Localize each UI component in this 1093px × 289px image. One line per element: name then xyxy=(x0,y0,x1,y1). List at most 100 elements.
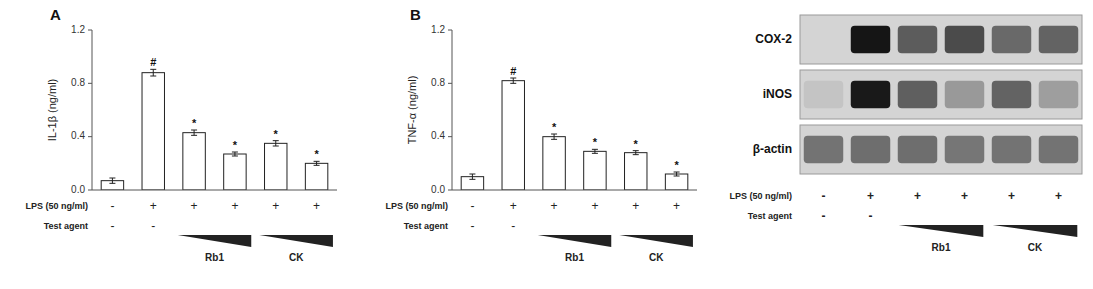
significance-mark: * xyxy=(634,138,639,150)
y-axis-label: IL-1β (ng/ml) xyxy=(46,79,58,142)
error-cap xyxy=(592,149,598,150)
error-bar xyxy=(109,178,115,183)
band xyxy=(992,26,1031,53)
band xyxy=(851,136,890,163)
error-stem xyxy=(275,141,276,146)
lps-sign: + xyxy=(551,199,558,213)
lps-sign: + xyxy=(673,199,680,213)
band xyxy=(1039,136,1078,163)
bar xyxy=(625,153,647,190)
error-cap xyxy=(191,130,197,131)
agent-label: Test agent xyxy=(44,221,88,231)
error-stem xyxy=(676,172,677,176)
lps-sign: + xyxy=(591,199,598,213)
dose-triangle xyxy=(619,235,693,247)
lps-sign: + xyxy=(231,199,238,213)
dose-triangle xyxy=(178,235,252,247)
error-cap xyxy=(109,178,115,179)
row-label: β-actin xyxy=(753,142,792,156)
dose-triangle xyxy=(538,235,612,247)
y-tick xyxy=(88,30,92,31)
significance-mark: # xyxy=(150,56,156,68)
error-cap xyxy=(273,140,279,141)
error-bar xyxy=(469,174,475,179)
bands xyxy=(804,136,1078,163)
x-axis-line xyxy=(452,190,697,191)
lps-sign: + xyxy=(1008,189,1015,203)
dose-triangle xyxy=(259,235,333,247)
marks xyxy=(101,69,328,190)
lps-label: LPS (50 ng/ml) xyxy=(729,191,792,201)
error-bar xyxy=(592,149,598,153)
group-label: Rb1 xyxy=(565,252,584,263)
error-stem xyxy=(513,78,514,83)
band xyxy=(898,136,937,163)
band xyxy=(945,81,984,108)
band xyxy=(992,81,1031,108)
bar xyxy=(665,174,687,190)
error-cap xyxy=(674,176,680,177)
y-tick xyxy=(88,136,92,137)
error-bar xyxy=(232,152,238,156)
lps-sign: - xyxy=(822,189,826,203)
bar xyxy=(543,137,565,190)
blot-panel: COX-2 iNOS β-actin xyxy=(753,15,1082,174)
lps-sign: + xyxy=(914,189,921,203)
lps-sign: - xyxy=(110,199,114,213)
lps-sign: + xyxy=(632,199,639,213)
error-stem xyxy=(316,161,317,165)
group-label: CK xyxy=(1028,242,1043,253)
error-cap xyxy=(150,69,156,70)
error-cap xyxy=(469,174,475,175)
bar xyxy=(265,143,287,190)
agent-sign: - xyxy=(822,209,826,223)
error-cap xyxy=(314,165,320,166)
y-tick-label: 1.2 xyxy=(71,24,85,35)
lps-sign: + xyxy=(867,189,874,203)
blot-strip xyxy=(800,125,1082,174)
error-cap xyxy=(592,153,598,154)
significance-mark: # xyxy=(510,65,516,77)
significance-mark: * xyxy=(233,139,238,151)
row-label: COX-2 xyxy=(755,32,792,46)
y-tick-label: 0.0 xyxy=(431,184,445,195)
band xyxy=(898,81,937,108)
error-stem xyxy=(194,130,195,135)
agent-label: Test agent xyxy=(404,221,448,231)
agent-label: Test agent xyxy=(748,211,792,221)
bar xyxy=(305,163,327,190)
bar xyxy=(142,73,164,190)
lps-sign: - xyxy=(470,199,474,213)
lps-label: LPS (50 ng/ml) xyxy=(385,201,448,211)
band xyxy=(851,26,890,53)
y-tick xyxy=(448,136,452,137)
row-label: iNOS xyxy=(763,87,792,101)
error-stem xyxy=(554,134,555,139)
figure: A0.00.40.81.2IL-1β (ng/ml)#****LPS (50 n… xyxy=(0,0,1093,289)
bands xyxy=(804,26,1078,53)
band xyxy=(992,136,1031,163)
error-cap xyxy=(674,172,680,173)
band xyxy=(1039,81,1078,108)
y-tick-label: 1.2 xyxy=(431,24,445,35)
error-cap xyxy=(191,135,197,136)
error-bar xyxy=(551,134,557,139)
significance-mark: * xyxy=(552,121,557,133)
bar xyxy=(183,133,205,190)
significance-mark: * xyxy=(192,117,197,129)
error-cap xyxy=(232,156,238,157)
y-tick-label: 0.8 xyxy=(431,77,445,88)
lps-sign: + xyxy=(313,199,320,213)
bar xyxy=(224,154,246,190)
bar-panel: B0.00.40.81.2TNF-α (ng/ml)#**** xyxy=(406,6,697,195)
annotation-rows: LPS (50 ng/ml)Test agent-+++++--Rb1CK xyxy=(385,199,692,263)
error-stem xyxy=(594,149,595,153)
error-bar xyxy=(314,161,320,165)
bands xyxy=(804,81,1078,108)
error-cap xyxy=(150,76,156,77)
y-tick xyxy=(88,190,92,191)
lps-sign: + xyxy=(961,189,968,203)
y-tick-label: 0.8 xyxy=(71,77,85,88)
band xyxy=(945,26,984,53)
annotation-rows: LPS (50 ng/ml)Test agent-+++++--Rb1CK xyxy=(729,189,1077,253)
